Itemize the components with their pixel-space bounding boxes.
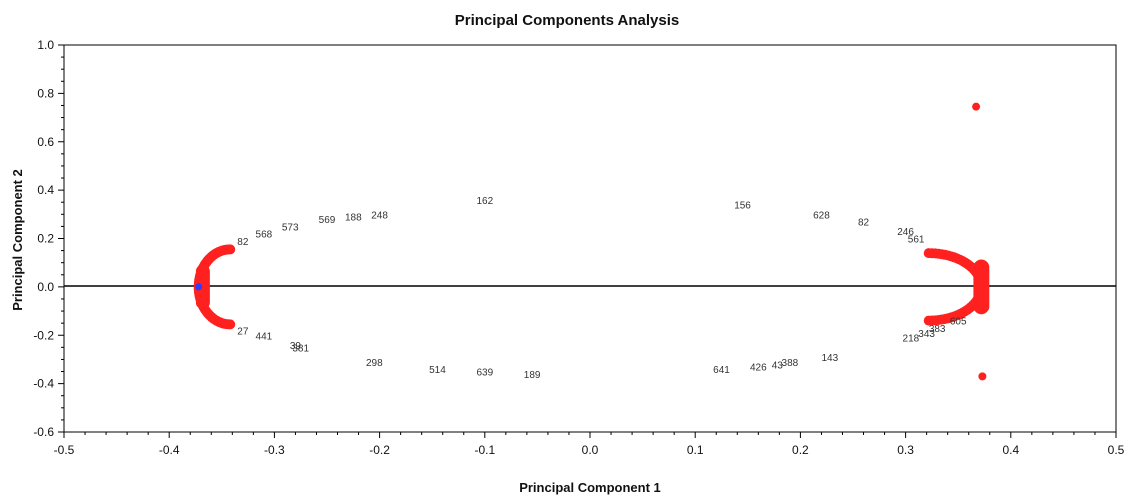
point-label: 343	[918, 329, 935, 340]
point-label: 27	[237, 326, 249, 337]
point-label: 43	[772, 360, 784, 371]
x-tick-label: -0.3	[264, 443, 285, 457]
point-label: 573	[282, 222, 299, 233]
point-label: 383	[929, 324, 946, 335]
point-label: 641	[713, 365, 730, 376]
y-tick-label: 1.0	[37, 38, 54, 52]
y-tick-label: -0.4	[33, 377, 54, 391]
y-tick-label: -0.2	[33, 328, 54, 342]
point-label: 143	[822, 353, 839, 364]
y-axis-title: Principal Component 2	[10, 169, 25, 311]
point-label: 639	[476, 368, 493, 379]
outlier-point	[978, 372, 987, 381]
plot-area-frame	[63, 44, 1117, 433]
point-label: 605	[950, 317, 967, 328]
x-tick-label: -0.2	[369, 443, 390, 457]
point-label: 156	[734, 201, 751, 212]
outlier-point	[972, 102, 981, 111]
point-label: 39	[290, 341, 302, 352]
x-axis-title: Principal Component 1	[519, 480, 661, 495]
point-label: 82	[237, 237, 249, 248]
y-tick-label: 0.6	[37, 135, 54, 149]
point-label: 628	[813, 210, 830, 221]
x-tick-label: -0.5	[54, 443, 75, 457]
point-label: 441	[256, 331, 273, 342]
y-tick-label: 0.8	[37, 86, 54, 100]
highlight-point	[195, 283, 203, 291]
data-point	[195, 264, 210, 279]
axis-ticks: -0.5 -0.4 -0.3 -0.2 -0.1 0.0 0.1 0.2 0.3 0.4 0.5 1.…	[33, 38, 1124, 457]
x-tick-label: 0.1	[687, 443, 704, 457]
point-label: 162	[476, 196, 493, 207]
point-label: 189	[524, 370, 541, 381]
x-tick-label: 0.3	[897, 443, 914, 457]
point-label: 568	[256, 230, 273, 241]
point-label: 82	[858, 218, 870, 229]
point-label: 246	[897, 227, 914, 238]
x-tick-label: -0.4	[159, 443, 180, 457]
x-tick-label: -0.1	[474, 443, 495, 457]
data-point	[973, 259, 990, 276]
data-points	[193, 102, 990, 381]
chart-title: Principal Components Analysis	[455, 12, 680, 29]
point-label: 188	[345, 213, 362, 224]
point-label: 248	[371, 210, 388, 221]
y-tick-label: 0.4	[37, 183, 54, 197]
y-tick-label: 0.0	[37, 280, 54, 294]
data-point	[225, 244, 236, 255]
point-label: 561	[908, 235, 925, 246]
point-label: 514	[429, 365, 446, 376]
point-label: 298	[366, 358, 383, 369]
point-label: 569	[319, 215, 336, 226]
y-tick-label: 0.2	[37, 232, 54, 246]
y-tick-label: -0.6	[33, 425, 54, 439]
x-tick-label: 0.5	[1108, 443, 1125, 457]
data-point	[923, 248, 934, 259]
point-label: 218	[903, 334, 920, 345]
point-label: 388	[782, 358, 799, 369]
point-label: 426	[750, 363, 767, 374]
x-tick-label: 0.0	[582, 443, 599, 457]
point-label: 381	[292, 343, 309, 354]
x-tick-label: 0.4	[1002, 443, 1019, 457]
x-tick-label: 0.2	[792, 443, 809, 457]
